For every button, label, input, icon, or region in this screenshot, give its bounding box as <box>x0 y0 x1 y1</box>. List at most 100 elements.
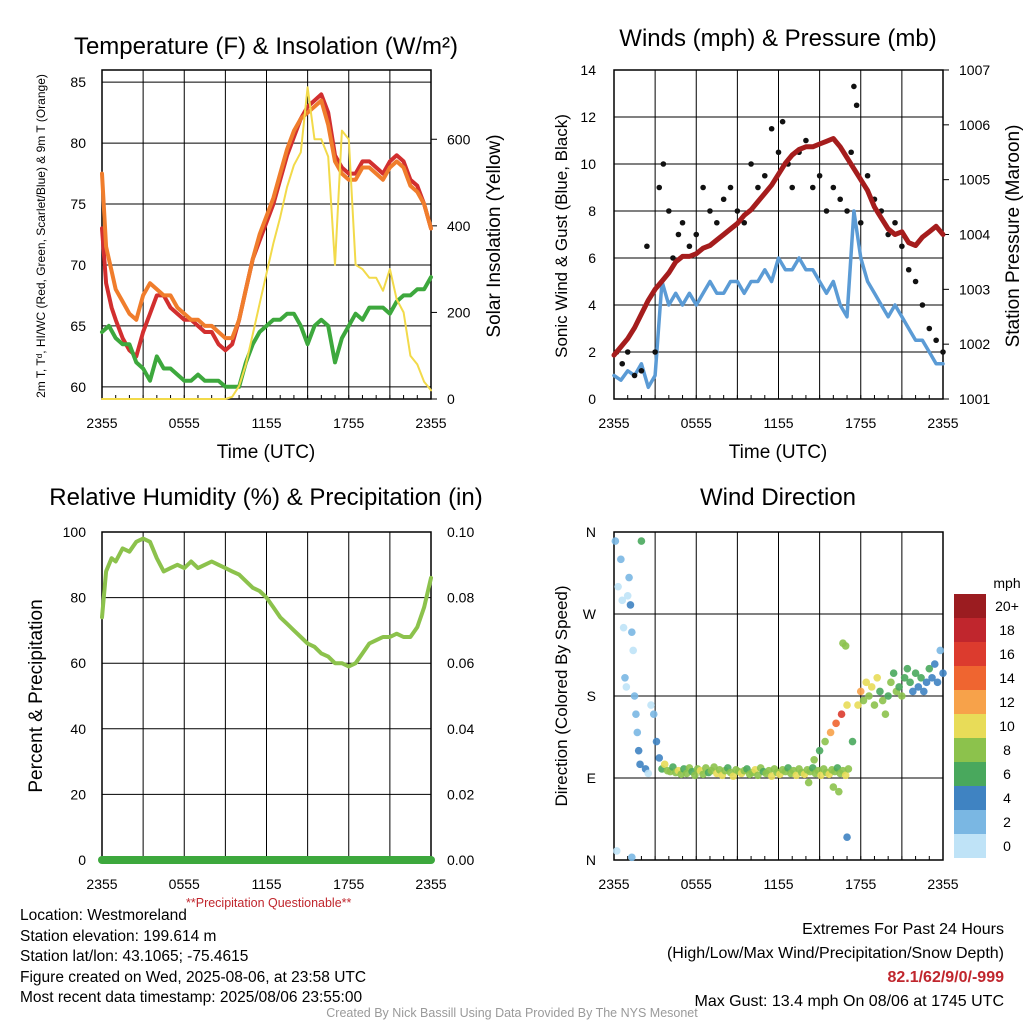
direction-point <box>939 669 947 678</box>
gust-point <box>775 149 782 156</box>
y2-tick-label: 600 <box>447 131 471 147</box>
y-tick-label: 85 <box>70 74 86 90</box>
x-tick-label: 0555 <box>169 876 200 892</box>
x-tick-label: 1755 <box>333 876 364 892</box>
gust-point <box>679 219 686 226</box>
direction-point <box>617 555 625 564</box>
direction-point <box>930 660 939 668</box>
gust-point <box>761 172 768 179</box>
y-tick-label: 70 <box>70 257 86 273</box>
dir-left-axis-title: Direction (Colored By Speed) <box>552 585 571 806</box>
colorbar-swatch <box>954 690 986 714</box>
y-tick-label: 0 <box>588 391 596 407</box>
direction-point <box>889 669 898 678</box>
gust-point <box>905 266 912 273</box>
figure-created: Figure created on Wed, 2025-08-06, at 23… <box>20 968 367 986</box>
direction-point <box>649 710 658 719</box>
direction-point <box>841 771 850 780</box>
gust-point <box>656 184 663 191</box>
colorbar-label: 14 <box>999 670 1015 686</box>
x-tick-label: 1155 <box>251 415 281 431</box>
y2-tick-label: 0.00 <box>447 852 474 868</box>
colorbar-label: 18 <box>999 622 1015 638</box>
y2-tick-label: 0.10 <box>447 524 474 540</box>
direction-point <box>920 687 928 696</box>
gust-point <box>851 83 857 90</box>
recent-timestamp: Most recent data timestamp: 2025/08/06 2… <box>20 989 363 1006</box>
y2-tick-label: 1006 <box>959 117 990 133</box>
direction-point <box>634 746 643 755</box>
colorbar-swatch <box>954 810 986 834</box>
temp-right-axis-title: Solar Insolation (Yellow) <box>484 134 505 337</box>
direction-point <box>810 755 818 764</box>
gust-point <box>816 172 823 179</box>
y-tick-label: 75 <box>70 196 86 212</box>
colorbar-label: 12 <box>999 694 1015 710</box>
gust-point <box>789 184 796 191</box>
colorbar-swatch <box>954 714 986 738</box>
direction-point <box>618 596 627 605</box>
direction-point <box>925 664 934 673</box>
gust-point <box>720 196 727 203</box>
y-tick-label: E <box>587 770 596 786</box>
direction-point <box>848 737 857 746</box>
extremes-title: Extremes For Past 24 Hours <box>802 921 1004 938</box>
gust-point <box>734 208 741 214</box>
gust-point <box>768 125 775 132</box>
y-tick-label: 100 <box>63 524 87 540</box>
y-tick-label: 4 <box>588 297 596 313</box>
extremes-box: Extremes For Past 24 Hours (High/Low/Max… <box>667 918 1004 1014</box>
y-tick-label: N <box>586 852 596 868</box>
direction-point <box>633 728 642 737</box>
direction-point <box>933 678 942 687</box>
direction-point <box>644 769 653 778</box>
y-tick-label: 6 <box>588 250 596 266</box>
gust-point <box>714 219 720 226</box>
y-tick-label: 65 <box>70 318 86 334</box>
direction-point <box>914 683 923 691</box>
wind-x-axis-title: Time (UTC) <box>729 442 828 463</box>
gust-point <box>660 161 667 167</box>
colorbar-swatch <box>954 618 986 642</box>
plot-area: 2355 0555 1155 1755 235560657075808502004006… <box>63 62 1019 892</box>
gust-point <box>741 219 748 226</box>
precipitation-note: **Precipitation Questionable** <box>186 896 352 910</box>
gust-point <box>837 196 843 203</box>
x-tick-label: 2355 <box>415 876 446 892</box>
colorbar-label: 8 <box>1003 742 1011 758</box>
colorbar-swatch <box>954 642 986 666</box>
colorbar-label: 16 <box>999 646 1015 662</box>
direction-point <box>881 710 890 719</box>
x-tick-label: 1155 <box>763 415 793 431</box>
gust-point <box>892 219 898 226</box>
colorbar-label: 10 <box>999 718 1015 734</box>
x-tick-label: 0555 <box>169 415 200 431</box>
direction-point <box>895 683 903 691</box>
direction-point <box>691 771 699 780</box>
direction-point <box>767 772 776 780</box>
x-tick-label: 2355 <box>598 415 629 431</box>
direction-point <box>611 537 620 545</box>
direction-point <box>621 673 629 682</box>
gust-point <box>693 231 700 238</box>
rh-panel-title: Relative Humidity (%) & Precipitation (i… <box>49 484 482 511</box>
series-line-wind <box>612 209 945 390</box>
direction-point <box>612 847 621 855</box>
direction-point <box>867 683 876 691</box>
gust-point <box>940 349 946 355</box>
direction-point <box>903 664 912 673</box>
direction-point <box>884 692 892 700</box>
gust-point <box>848 149 854 156</box>
y-tick-label: 10 <box>580 156 596 172</box>
direction-point <box>873 673 881 682</box>
gust-point <box>899 243 905 250</box>
gust-point <box>638 368 645 374</box>
series-line-green <box>100 275 433 389</box>
gust-point <box>670 255 676 261</box>
direction-point <box>906 678 914 687</box>
direction-point <box>870 701 879 709</box>
y2-tick-label: 0.02 <box>447 786 474 802</box>
gust-point <box>830 184 837 191</box>
gust-point <box>652 349 658 355</box>
gust-point <box>803 137 809 144</box>
